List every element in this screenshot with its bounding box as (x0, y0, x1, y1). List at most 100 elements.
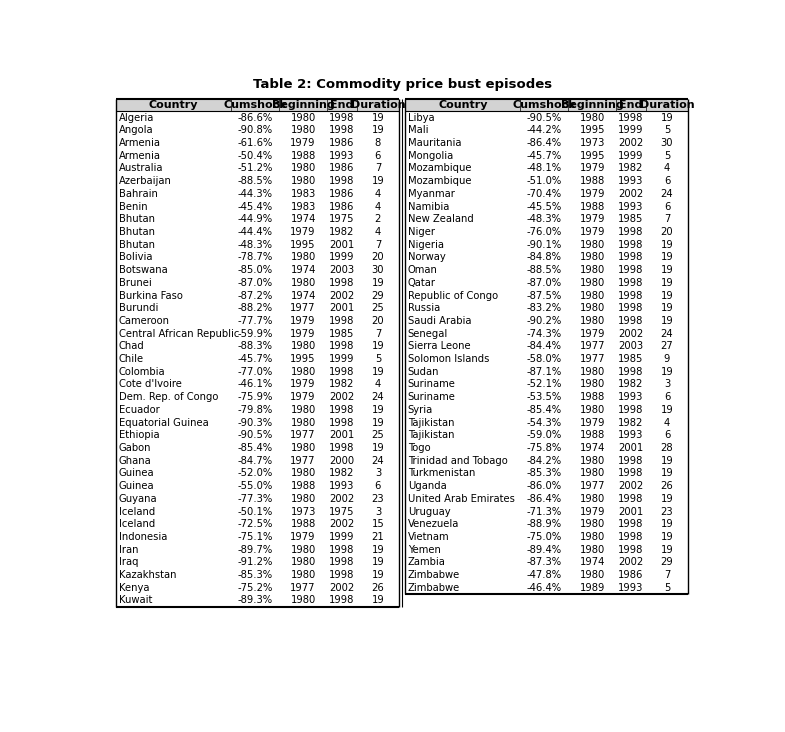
Bar (116, 467, 400, 479)
Text: -84.4%: -84.4% (527, 341, 561, 351)
Text: -61.6%: -61.6% (237, 138, 272, 148)
Bar (116, 403, 400, 417)
Text: 1975: 1975 (329, 214, 355, 224)
Text: 2001: 2001 (329, 239, 355, 250)
Text: End: End (619, 100, 643, 110)
Text: 1974: 1974 (290, 265, 316, 275)
Text: -72.5%: -72.5% (237, 519, 272, 529)
Text: 5: 5 (374, 354, 381, 364)
Text: 6: 6 (664, 392, 670, 402)
Text: 19: 19 (661, 532, 674, 542)
Text: 1985: 1985 (619, 354, 644, 364)
Bar (116, 493, 400, 505)
Text: 1980: 1980 (290, 595, 316, 605)
Text: -87.3%: -87.3% (527, 557, 562, 567)
Text: 1982: 1982 (329, 227, 355, 237)
Text: -87.5%: -87.5% (527, 291, 562, 301)
Text: 2002: 2002 (619, 329, 644, 339)
Text: 1973: 1973 (290, 507, 316, 517)
Text: Guinea: Guinea (119, 481, 155, 491)
Bar (116, 315, 400, 327)
Text: Tajikistan: Tajikistan (407, 417, 455, 427)
Text: -86.4%: -86.4% (527, 138, 562, 148)
Text: 1980: 1980 (290, 405, 316, 415)
Text: Iran: Iran (119, 545, 138, 555)
Text: 1979: 1979 (579, 417, 605, 427)
Text: -45.4%: -45.4% (238, 201, 272, 212)
Text: 1998: 1998 (329, 367, 355, 377)
Text: Beginning: Beginning (560, 100, 623, 110)
Text: 1993: 1993 (329, 151, 355, 161)
Text: 1980: 1980 (579, 253, 604, 263)
Bar (116, 417, 400, 429)
Text: 5: 5 (664, 125, 670, 135)
Text: 7: 7 (374, 163, 381, 173)
Text: 26: 26 (371, 583, 385, 593)
Text: 1998: 1998 (619, 278, 644, 288)
Text: -86.6%: -86.6% (237, 113, 272, 123)
Text: Indonesia: Indonesia (119, 532, 167, 542)
Text: -75.8%: -75.8% (527, 443, 562, 453)
Text: 15: 15 (371, 519, 385, 529)
Text: 1980: 1980 (579, 113, 604, 123)
Text: -87.1%: -87.1% (527, 367, 562, 377)
Text: Togo: Togo (407, 443, 430, 453)
Text: 1998: 1998 (619, 405, 644, 415)
Text: 24: 24 (371, 456, 384, 466)
Text: 1998: 1998 (619, 494, 644, 504)
Text: Syria: Syria (407, 405, 433, 415)
Text: Saudi Arabia: Saudi Arabia (407, 316, 471, 326)
Text: 2003: 2003 (329, 265, 354, 275)
Text: 1982: 1982 (329, 379, 355, 389)
Text: 1979: 1979 (579, 189, 605, 199)
Text: Norway: Norway (407, 253, 445, 263)
Text: Cumshock: Cumshock (223, 100, 287, 110)
Text: 1986: 1986 (329, 138, 355, 148)
Text: 1980: 1980 (579, 291, 604, 301)
Text: 19: 19 (661, 367, 674, 377)
Bar (405, 479, 688, 493)
Text: Bhutan: Bhutan (119, 239, 155, 250)
Text: -77.0%: -77.0% (237, 367, 272, 377)
Text: 1998: 1998 (329, 176, 355, 186)
Text: 1983: 1983 (290, 189, 316, 199)
Bar (405, 213, 688, 225)
Text: 1995: 1995 (579, 151, 605, 161)
Bar (116, 302, 400, 315)
Text: 2000: 2000 (329, 456, 354, 466)
Text: Kenya: Kenya (119, 583, 149, 593)
Text: 1979: 1979 (290, 138, 316, 148)
Text: Country: Country (149, 100, 199, 110)
Bar (405, 99, 688, 111)
Text: -44.4%: -44.4% (238, 227, 272, 237)
Text: 19: 19 (371, 443, 385, 453)
Bar (405, 124, 688, 137)
Text: 1977: 1977 (579, 341, 605, 351)
Bar (405, 365, 688, 378)
Text: 1979: 1979 (579, 507, 605, 517)
Text: Republic of Congo: Republic of Congo (407, 291, 498, 301)
Text: 1998: 1998 (619, 113, 644, 123)
Bar (116, 518, 400, 531)
Text: 30: 30 (371, 265, 384, 275)
Bar (405, 569, 688, 581)
Text: 1980: 1980 (290, 570, 316, 580)
Text: Kuwait: Kuwait (119, 595, 152, 605)
Text: -52.0%: -52.0% (237, 468, 272, 479)
Text: -77.3%: -77.3% (237, 494, 272, 504)
Text: Cote d'Ivoire: Cote d'Ivoire (119, 379, 181, 389)
Text: 1979: 1979 (290, 379, 316, 389)
Text: Nigeria: Nigeria (407, 239, 444, 250)
Text: 1988: 1988 (290, 519, 316, 529)
Text: Sierra Leone: Sierra Leone (407, 341, 470, 351)
Text: Bahrain: Bahrain (119, 189, 158, 199)
Text: 1998: 1998 (619, 532, 644, 542)
Text: 1980: 1980 (579, 494, 604, 504)
Text: Dem. Rep. of Congo: Dem. Rep. of Congo (119, 392, 218, 402)
Text: -90.2%: -90.2% (527, 316, 562, 326)
Text: 28: 28 (661, 443, 674, 453)
Text: 19: 19 (661, 456, 674, 466)
Bar (405, 353, 688, 365)
Text: Myanmar: Myanmar (407, 189, 455, 199)
Text: -75.0%: -75.0% (527, 532, 562, 542)
